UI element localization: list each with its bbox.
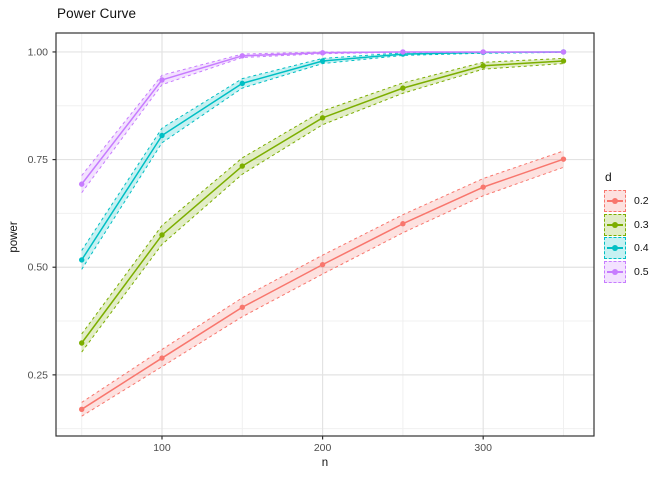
legend: d 0.2 0.3 0.4 [604,170,649,284]
panel-border [55,32,595,437]
ribbon-upper-edge-d-0.3 [81,57,564,335]
y-axis-title: power [8,221,20,253]
point-d-0.5-n-250 [400,49,406,55]
legend-key-d-0.5 [604,260,626,283]
y-tick-label: 0.50 [28,262,49,274]
legend-label: 0.3 [634,218,649,231]
ribbon-d-0.4 [81,51,564,270]
point-d-0.4-n-100 [159,132,165,139]
point-d-0.2-n-100 [159,355,165,361]
point-d-0.3-n-250 [400,85,406,91]
point-d-0.2-n-350 [560,156,567,162]
legend-key-dot-icon [612,198,618,204]
x-axis-title: n [321,457,329,469]
ribbon-upper-edge-d-0.4 [81,51,564,251]
legend-item-d-0.2: 0.2 [604,190,649,212]
legend-label: 0.4 [634,242,649,254]
legend-item-d-0.3: 0.3 [604,213,649,236]
point-d-0.5-n-150 [239,53,245,59]
ribbon-lower-edge-d-0.2 [81,166,564,417]
point-d-0.5-n-300 [480,49,486,55]
legend-key-d-0.4 [604,237,626,259]
point-d-0.5-n-100 [159,77,165,83]
legend-key-dot-icon [612,221,618,228]
legend-title: d [605,170,612,184]
legend-key-dot-icon [612,245,618,251]
point-d-0.4-n-50 [78,257,85,263]
legend-key-d-0.2 [604,190,626,212]
plot-title: Power Curve [57,6,137,21]
y-tick-label: 0.75 [28,154,49,166]
point-d-0.2-n-50 [78,406,85,413]
point-d-0.2-n-200 [319,261,326,268]
y-tick-label: 0.25 [28,369,49,381]
point-d-0.3-n-200 [319,115,326,121]
point-d-0.3-n-150 [239,163,245,169]
ribbon-lower-edge-d-0.3 [81,63,564,353]
point-d-0.5-n-350 [560,49,567,55]
x-tick-label: 200 [314,442,332,454]
point-d-0.2-n-150 [239,304,245,310]
point-d-0.3-n-350 [560,58,567,64]
ribbon-upper-edge-d-0.2 [81,150,564,403]
point-d-0.5-n-50 [78,181,85,187]
ribbon-lower-edge-d-0.5 [81,51,564,194]
y-tick-label: 1.00 [28,46,49,58]
point-d-0.3-n-100 [159,232,165,238]
point-d-0.2-n-250 [400,221,406,227]
legend-key-dot-icon [612,268,618,275]
point-d-0.4-n-200 [319,58,326,64]
x-tick-label: 100 [153,442,171,454]
legend-label: 0.5 [634,265,649,278]
point-d-0.4-n-150 [239,80,245,87]
point-d-0.3-n-300 [480,63,486,69]
ribbon-d-0.2 [81,150,564,417]
x-tick-label: 300 [474,442,492,454]
legend-item-d-0.4: 0.4 [604,237,649,259]
legend-item-d-0.5: 0.5 [604,260,649,283]
point-d-0.2-n-300 [480,184,486,190]
legend-label: 0.2 [634,195,649,207]
point-d-0.5-n-200 [319,50,326,56]
legend-key-d-0.3 [604,213,626,236]
point-d-0.3-n-50 [78,340,85,346]
